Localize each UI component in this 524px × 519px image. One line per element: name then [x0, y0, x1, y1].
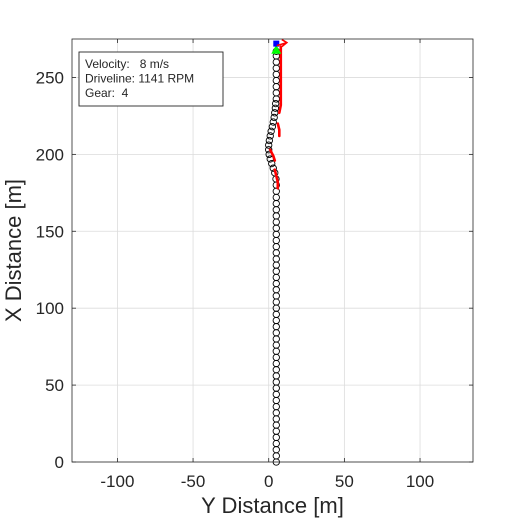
path-point — [271, 104, 280, 112]
y-tick-label: 150 — [36, 222, 64, 241]
info-driveline: Driveline: 1141 RPM — [85, 72, 194, 86]
info-box-frame — [78, 51, 224, 107]
path-point — [268, 123, 276, 131]
path-point — [268, 159, 276, 168]
info-velocity: Velocity: 8 m/s — [85, 57, 169, 71]
target-marker — [271, 44, 282, 54]
y-tick-label: 200 — [36, 145, 64, 164]
trail-segment — [278, 45, 283, 115]
vehicle-marker — [273, 40, 280, 47]
x-tick-label: -100 — [100, 472, 134, 491]
x-tick-label: 0 — [264, 472, 273, 491]
plot-frame — [71, 38, 474, 463]
path-point — [266, 132, 274, 140]
path-point — [265, 141, 273, 149]
axis-ticks: -100 -50 0 50 100 0 50 100 150 200 250 — [36, 39, 473, 491]
path-point — [267, 127, 275, 135]
lookahead-marker — [276, 38, 289, 48]
data-marks — [265, 38, 289, 466]
path-point — [270, 113, 278, 122]
path-point — [272, 99, 280, 108]
path-point — [265, 146, 273, 154]
y-tick-label: 0 — [55, 453, 64, 472]
path-point — [271, 109, 279, 117]
info-gear: Gear: 4 — [85, 86, 129, 100]
info-box: Velocity: 8 m/s Driveline: 1141 RPM Gear… — [78, 51, 224, 107]
x-tick-label: 50 — [335, 472, 354, 491]
trail-segment — [276, 122, 281, 138]
path-point — [269, 164, 277, 172]
x-tick-label: -50 — [181, 472, 206, 491]
y-tick-label: 50 — [45, 376, 64, 395]
x-tick-label: 100 — [406, 472, 434, 491]
trail-segment — [268, 148, 277, 162]
path-point — [265, 136, 273, 145]
y-axis-label: X Distance [m] — [1, 179, 26, 322]
y-tick-label: 250 — [36, 68, 64, 87]
x-axis-label: Y Distance [m] — [201, 493, 344, 518]
y-tick-label: 100 — [36, 299, 64, 318]
trail-segment — [273, 168, 280, 190]
path-point — [269, 118, 277, 126]
